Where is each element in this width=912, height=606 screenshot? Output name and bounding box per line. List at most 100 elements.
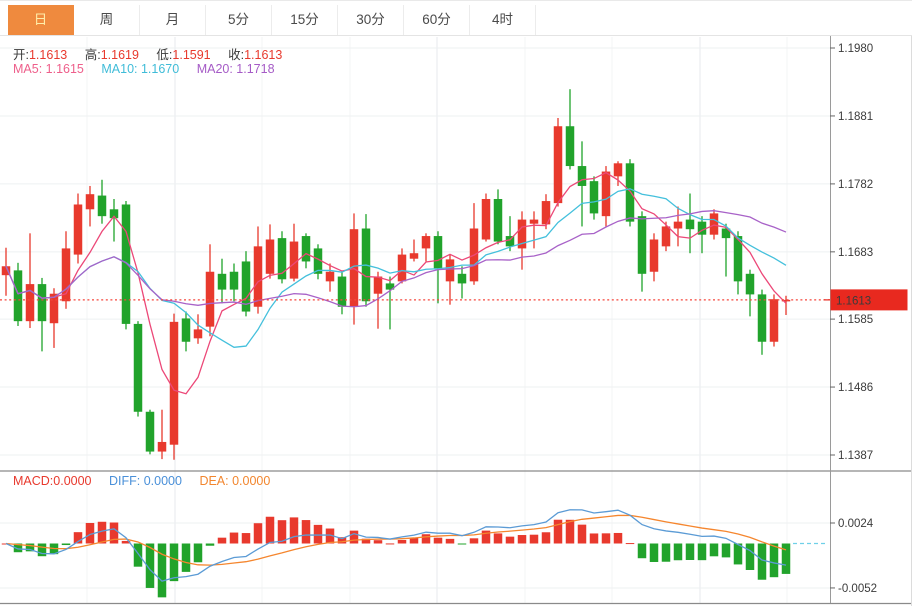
candle-body [13, 270, 23, 322]
candle-body [1, 266, 11, 276]
tab-15min[interactable]: 15分 [272, 5, 338, 35]
candle-body [133, 323, 143, 412]
candle-body [505, 236, 515, 247]
low-label: 低: [156, 48, 173, 62]
candle-body [169, 321, 179, 445]
macd-value: MACD:0.0000 [13, 474, 92, 488]
candle-body [73, 204, 83, 255]
candle-body [301, 236, 311, 262]
candle-body [625, 163, 635, 222]
price-tick-label: 1.1782 [838, 179, 873, 191]
macd-tick-label: -0.0052 [838, 583, 877, 595]
candle-body [421, 236, 431, 249]
candle-body [277, 238, 287, 280]
macd-histogram [1, 516, 791, 598]
timeframe-tabbar: 日 周 月 5分 15分 30分 60分 4时 [0, 1, 912, 36]
candle-body [577, 166, 587, 186]
ma10-value: MA10: 1.1670 [101, 62, 180, 76]
tab-60min[interactable]: 60分 [404, 5, 470, 35]
candle-body [565, 126, 575, 167]
ma20-line [5, 210, 787, 308]
candle-body [517, 219, 527, 249]
candle-body [409, 253, 419, 259]
current-price-label: 1.1613 [836, 295, 871, 307]
tab-week[interactable]: 周 [74, 5, 140, 35]
macd-tick-label: 0.0024 [838, 518, 874, 530]
candle-body [193, 329, 203, 339]
open-label: 开: [13, 48, 29, 62]
low-value: 1.1591 [172, 48, 211, 62]
tab-month[interactable]: 月 [140, 5, 206, 35]
candle-body [493, 198, 503, 242]
candle-body [313, 248, 323, 274]
candle-body [253, 246, 263, 307]
candle-body [733, 236, 743, 282]
price-tick-label: 1.1585 [838, 314, 873, 326]
tab-day[interactable]: 日 [8, 5, 74, 35]
candle-body [217, 273, 227, 290]
candles [1, 89, 791, 460]
candle-body [541, 201, 551, 225]
candle-body [661, 226, 671, 247]
candle-body [613, 163, 623, 177]
candle-body [769, 299, 779, 342]
ma20-value: MA20: 1.1718 [196, 62, 275, 76]
tab-30min[interactable]: 30分 [338, 5, 404, 35]
candle-body [181, 318, 191, 342]
current-price-badge: 1.1613 [824, 289, 908, 311]
price-tick-label: 1.1486 [838, 382, 873, 394]
candle-body [589, 181, 599, 214]
candle-body [97, 195, 107, 217]
candle-body [121, 204, 131, 324]
candle-body [397, 254, 407, 282]
candle-body [241, 261, 251, 312]
candle-body [457, 273, 467, 284]
candle-body [781, 299, 791, 302]
dea-value: DEA: 0.0000 [199, 474, 271, 488]
tab-4hour[interactable]: 4时 [470, 5, 536, 35]
close-value: 1.1613 [244, 48, 283, 62]
candle-body [685, 219, 695, 230]
candle-body [373, 276, 383, 294]
tab-5min[interactable]: 5分 [206, 5, 272, 35]
candle-body [697, 221, 707, 235]
price-tick-label: 1.1683 [838, 247, 873, 259]
high-value: 1.1619 [100, 48, 139, 62]
candle-body [337, 276, 347, 307]
candle-body [385, 283, 395, 290]
ma5-value: MA5: 1.1615 [13, 62, 84, 76]
ma5-line [5, 171, 787, 395]
grid-lines [0, 37, 830, 603]
candle-body [649, 239, 659, 272]
candle-body [157, 441, 167, 452]
ohlc-legend: 开:1.1613 高:1.1619 低:1.1591 收:1.1613 [13, 44, 282, 63]
price-tick-label: 1.1881 [838, 111, 873, 123]
candle-body [109, 209, 119, 219]
candle-body [709, 213, 719, 235]
price-tick-label: 1.1387 [838, 450, 873, 462]
candle-body [289, 241, 299, 279]
ma-lines [5, 171, 787, 395]
candle-body [85, 194, 95, 210]
candle-body [433, 236, 443, 269]
candle-body [25, 284, 35, 322]
candle-body [481, 198, 491, 240]
candle-body [637, 216, 647, 274]
candle-body [673, 221, 683, 229]
candle-body [325, 271, 335, 282]
price-axis: 1.1980 1.1881 1.1782 1.1683 1.1585 1.1486 1.13… [830, 43, 877, 595]
open-value: 1.1613 [28, 48, 68, 62]
candle-body [529, 219, 539, 224]
candle-body [205, 271, 215, 327]
candle-body [229, 271, 239, 290]
high-label: 高: [84, 48, 101, 62]
macd-lines [5, 509, 828, 582]
ma-legend: MA5: 1.1615 MA10: 1.1670 MA20: 1.1718 [13, 62, 275, 76]
candle-body [445, 259, 455, 282]
close-label: 收: [228, 48, 245, 62]
ma10-line [5, 188, 787, 348]
candle-body [721, 228, 731, 239]
diff-value: DIFF: 0.0000 [109, 474, 182, 488]
